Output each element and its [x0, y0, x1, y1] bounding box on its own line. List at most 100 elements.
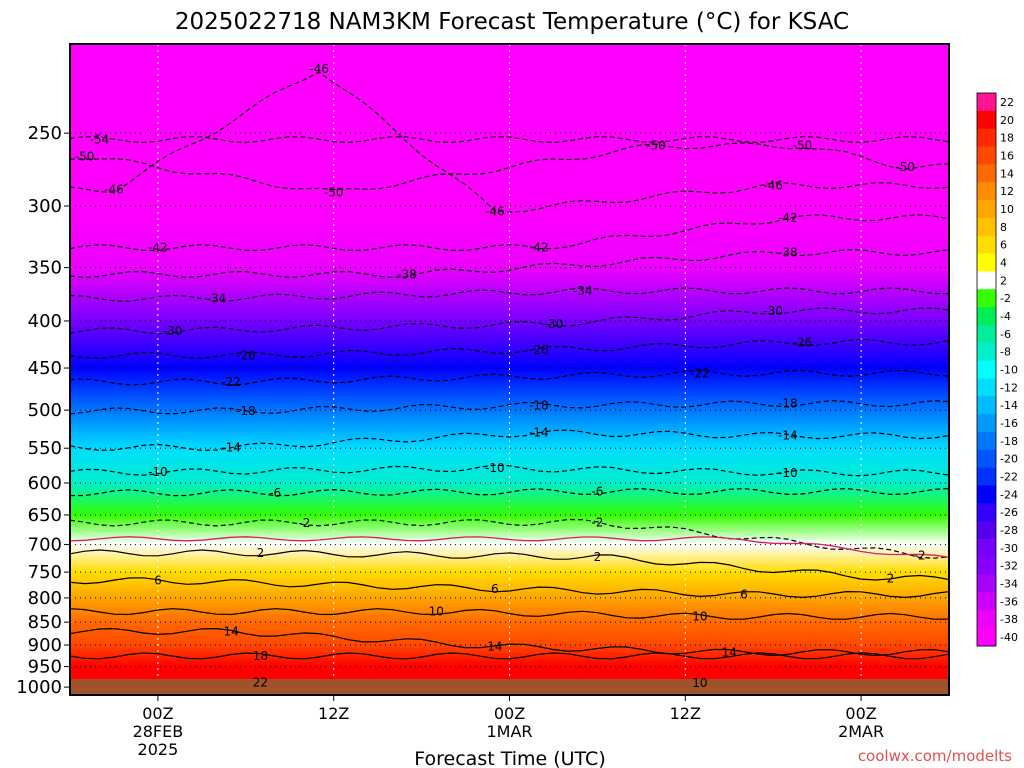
contour-label: 10	[692, 676, 707, 690]
contour-line	[70, 307, 949, 335]
contour-label: -42	[148, 241, 168, 255]
colorbar-label: -20	[1000, 453, 1018, 466]
colorbar-swatch	[977, 324, 996, 344]
contour-label: 2	[594, 550, 602, 564]
contour-label: -38	[778, 245, 798, 259]
colorbar-label: -40	[1000, 631, 1018, 644]
colorbar-swatch	[977, 128, 996, 148]
contour-label: 10	[429, 605, 444, 619]
contour-label: -38	[397, 267, 417, 281]
contour-label: -54	[89, 133, 109, 147]
colorbar-label: -32	[1000, 560, 1018, 573]
colorbar-label: 6	[1000, 239, 1007, 252]
colorbar-label: -10	[1000, 364, 1018, 377]
contour-line	[70, 214, 949, 252]
contour-line	[70, 135, 949, 144]
colorbar-frame	[976, 92, 997, 647]
colorbar-swatch	[977, 253, 996, 272]
colorbar-swatch	[977, 164, 996, 183]
colorbar-swatch	[977, 182, 996, 201]
contour-label: -18	[236, 404, 256, 418]
contour-label: -34	[207, 291, 227, 305]
colorbar-label: 22	[1000, 96, 1014, 109]
colorbar-swatch	[977, 217, 996, 237]
contour-label: 2	[257, 546, 265, 560]
colorbar-swatch	[977, 538, 996, 558]
contour-lines	[70, 71, 949, 687]
colorbar-swatch	[977, 396, 996, 415]
colorbar-label: -24	[1000, 488, 1018, 501]
colorbar-label: -6	[1000, 328, 1011, 341]
colorbar-swatch	[977, 289, 996, 308]
colorbar-label: -38	[1000, 613, 1018, 626]
plot-area	[70, 44, 949, 695]
colorbar-label: -4	[1000, 310, 1011, 323]
colorbar-label: 16	[1000, 149, 1014, 162]
colorbar-swatch	[977, 342, 996, 362]
contour-label: -6	[269, 486, 281, 500]
colorbar-swatch	[977, 521, 996, 540]
colorbar-swatch	[977, 360, 996, 379]
colorbar-swatch	[977, 610, 996, 629]
contour-label: 14	[224, 624, 239, 638]
colorbar-label: 2	[1000, 274, 1007, 287]
contour-label: -46	[309, 62, 329, 76]
colorbar-swatch	[977, 556, 996, 576]
contour-label: -14	[778, 429, 798, 443]
contour-line	[70, 487, 949, 497]
colorbar-label: 12	[1000, 185, 1014, 198]
contour-label: 10	[692, 609, 707, 623]
watermark: coolwx.com/modelts	[858, 747, 1012, 765]
colorbar-swatch	[977, 485, 996, 504]
contour-label: -50	[895, 160, 915, 174]
x-tick-date: 2MAR	[838, 722, 884, 741]
y-tick-label: 450	[28, 358, 62, 379]
colorbar-label: -22	[1000, 471, 1018, 484]
contour-line	[70, 338, 949, 359]
freezing-line	[70, 536, 949, 558]
y-tick-label: 550	[28, 438, 62, 459]
colorbar-label: -18	[1000, 435, 1018, 448]
y-tick-label: 400	[28, 311, 62, 332]
y-tick-label: 300	[28, 196, 62, 217]
contour-line	[70, 429, 949, 451]
contour-label: -10	[485, 461, 505, 475]
contour-label: -10	[148, 465, 168, 479]
contour-label: -18	[529, 398, 549, 412]
contour-line	[70, 652, 949, 660]
y-tick-label: 800	[28, 588, 62, 609]
ground-surface	[70, 679, 949, 695]
contour-label: -10	[778, 466, 798, 480]
colorbar-label: -16	[1000, 417, 1018, 430]
x-tick-date: 28FEB	[133, 722, 184, 741]
colorbar-label: -26	[1000, 506, 1018, 519]
chart-title: 2025022718 NAM3KM Forecast Temperature (…	[175, 9, 849, 35]
colorbar-label: -2	[1000, 292, 1011, 305]
colorbar-swatch	[977, 200, 996, 219]
colorbar-label: 14	[1000, 167, 1014, 180]
x-tick-label: 12Z	[670, 704, 701, 723]
colorbar-label: -12	[1000, 381, 1018, 394]
contour-label: -2	[914, 548, 926, 562]
contour-label: 14	[722, 645, 737, 659]
colorbar-swatch	[977, 93, 996, 112]
contour-label: -50	[793, 139, 813, 153]
y-tick-label: 750	[28, 562, 62, 583]
colorbar-label: 18	[1000, 132, 1014, 145]
contour-line	[70, 464, 949, 477]
contour-label: -6	[591, 485, 603, 499]
y-tick-label: 600	[28, 473, 62, 494]
colorbar-swatch	[977, 628, 996, 647]
y-tick-label: 350	[28, 258, 62, 279]
contour-label: -2	[591, 515, 603, 529]
y-tick-label: 850	[28, 612, 62, 633]
contour-label: -46	[104, 183, 124, 197]
contour-line	[70, 369, 949, 386]
contour-line	[70, 549, 949, 581]
x-tick-year: 2025	[138, 740, 179, 759]
contour-line	[70, 608, 949, 620]
contour-label: -30	[544, 317, 564, 331]
x-tick-label: 12Z	[318, 704, 349, 723]
colorbar-swatch	[977, 110, 996, 130]
